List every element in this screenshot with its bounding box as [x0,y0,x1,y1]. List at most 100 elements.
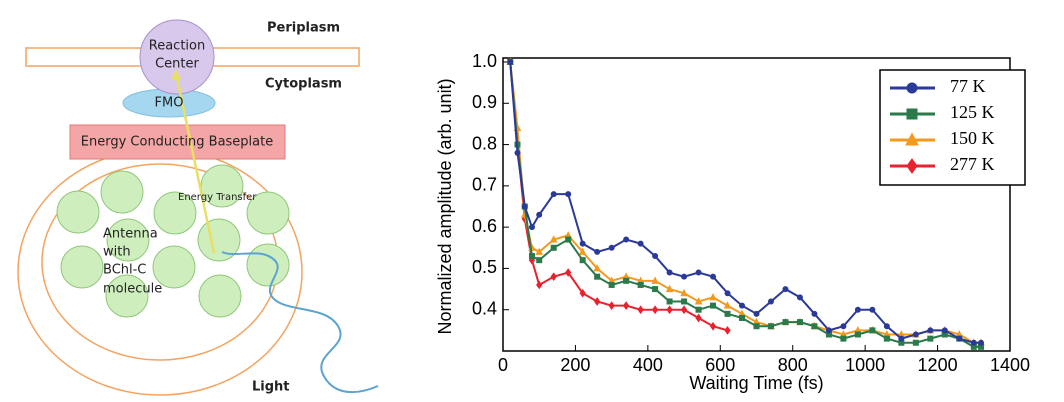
point [536,280,543,290]
point [623,236,630,243]
x-tick-label: 1400 [990,355,1030,375]
point [637,305,644,315]
transfer-arrow [174,72,216,254]
legend-label: 125 K [950,102,995,122]
point [579,240,586,247]
point [811,310,818,317]
y-tick-label: 1.0 [472,51,497,71]
point [739,314,746,321]
point [709,292,717,301]
point [579,257,586,264]
legend-marker [905,132,919,146]
x-tick-label: 0 [498,355,508,375]
point [565,191,572,198]
point [565,268,572,277]
point [680,288,688,297]
legend-label: 77 K [950,76,986,96]
antenna-circle [100,170,144,214]
point [651,276,659,284]
point [724,310,731,317]
x-tick-label: 600 [705,355,735,375]
point [694,297,703,305]
x-tick-label: 800 [778,355,808,375]
cytoplasm-label: Cytoplasm [265,77,342,92]
point [927,327,934,334]
point [665,284,674,293]
antenna-circle [105,274,149,318]
point [550,244,557,251]
x-tick-label: 1200 [918,355,958,375]
series-line [509,61,728,332]
antenna-circle [60,245,104,289]
point [623,277,630,284]
point [680,305,688,315]
point [608,281,615,288]
x-tick-label: 400 [633,355,663,375]
point [652,286,659,293]
legend-label: 150 K [950,128,995,148]
energy-transfer-label: Energy Transfer [178,192,257,203]
point [550,191,557,198]
reaction-center-label: Reaction [149,39,205,54]
y-tick-label: 0.6 [472,216,497,236]
y-tick-label: 0.7 [472,175,497,195]
point [869,306,876,313]
point [695,269,702,276]
point [637,281,644,288]
point [666,298,673,305]
baseplate-label: Energy Conducting Baseplate [81,135,273,150]
point [536,257,543,264]
fmo-label: FMO [155,96,184,111]
point [811,323,818,330]
antenna-label: molecule [103,282,162,297]
antenna-label: BChl-C [103,263,146,278]
point [594,273,601,280]
point [723,301,732,309]
point [898,335,905,342]
point [912,331,919,338]
point [753,310,760,317]
antenna-circle [246,243,290,287]
antenna-circle [153,191,197,235]
reaction-center-label: Center [155,57,199,72]
point [840,335,847,342]
point [651,305,659,315]
point [796,319,803,326]
point [666,269,673,276]
legend-marker [906,82,918,94]
antenna-circle [152,245,196,289]
antenna-circle [246,191,290,235]
point [825,327,832,334]
point [941,327,948,334]
point [970,339,977,346]
point [782,319,789,326]
antenna-group [56,164,290,318]
point [854,331,861,338]
point [724,325,731,335]
point [739,302,746,309]
y-tick-label: 0.8 [472,133,497,153]
point [912,339,919,346]
point [695,313,702,323]
point [549,235,558,243]
point [782,286,789,293]
point [593,264,601,272]
point [608,301,615,310]
x-axis-label: Waiting Time (fs) [689,373,823,393]
point [608,244,615,251]
baseplate [69,124,286,160]
point [594,248,601,255]
point [883,323,890,330]
point [578,247,587,255]
legend-label: 277 K [950,154,995,174]
point [927,335,934,342]
point [854,306,861,313]
point [623,301,630,310]
point [528,253,535,260]
point [594,297,601,306]
point [652,253,659,260]
point [536,211,543,218]
point [956,335,963,342]
point [579,288,586,298]
